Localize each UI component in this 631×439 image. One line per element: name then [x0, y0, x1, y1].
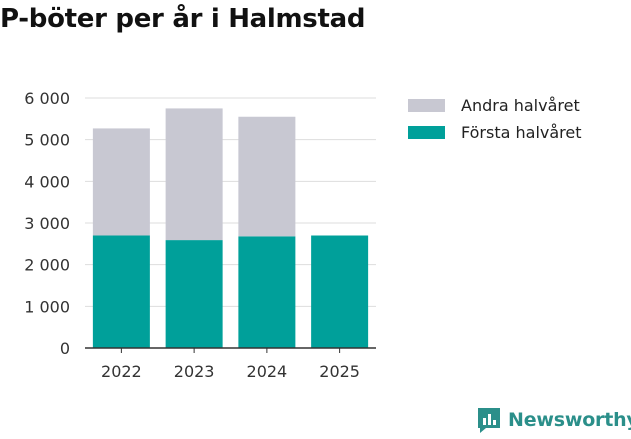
bar-andra-halv-ret-2024: [238, 116, 296, 237]
bar-f-rsta-halv-ret-2025: [311, 235, 369, 348]
legend: Andra halvåret Första halvåret: [408, 92, 582, 146]
y-tick-label: 2 000: [24, 256, 70, 275]
legend-item: Andra halvåret: [408, 92, 582, 119]
legend-swatch: [408, 99, 445, 112]
newsworthy-logo-icon: [478, 408, 500, 433]
bar-f-rsta-halv-ret-2024: [238, 236, 296, 348]
bar-f-rsta-halv-ret-2022: [92, 235, 150, 348]
bar-andra-halv-ret-2022: [92, 128, 150, 236]
legend-item: Första halvåret: [408, 119, 582, 146]
y-tick-label: 1 000: [24, 297, 70, 316]
x-tick-label: 2022: [101, 362, 142, 381]
brand: Newsworthy: [476, 406, 631, 434]
legend-label: Andra halvåret: [461, 96, 580, 115]
bar-f-rsta-halv-ret-2023: [165, 240, 223, 348]
y-tick-label: 0: [60, 339, 70, 358]
x-tick-label: 2025: [319, 362, 360, 381]
y-tick-label: 3 000: [24, 214, 70, 233]
x-tick-label: 2024: [247, 362, 288, 381]
legend-swatch: [408, 126, 445, 139]
x-tick-label: 2023: [174, 362, 215, 381]
y-tick-label: 6 000: [24, 89, 70, 108]
brand-name: Newsworthy: [508, 409, 631, 431]
chart-title: P-böter per år i Halmstad: [0, 4, 366, 34]
y-tick-label: 4 000: [24, 172, 70, 191]
y-tick-label: 5 000: [24, 131, 70, 150]
bar-andra-halv-ret-2023: [165, 108, 223, 241]
legend-label: Första halvåret: [461, 123, 582, 142]
